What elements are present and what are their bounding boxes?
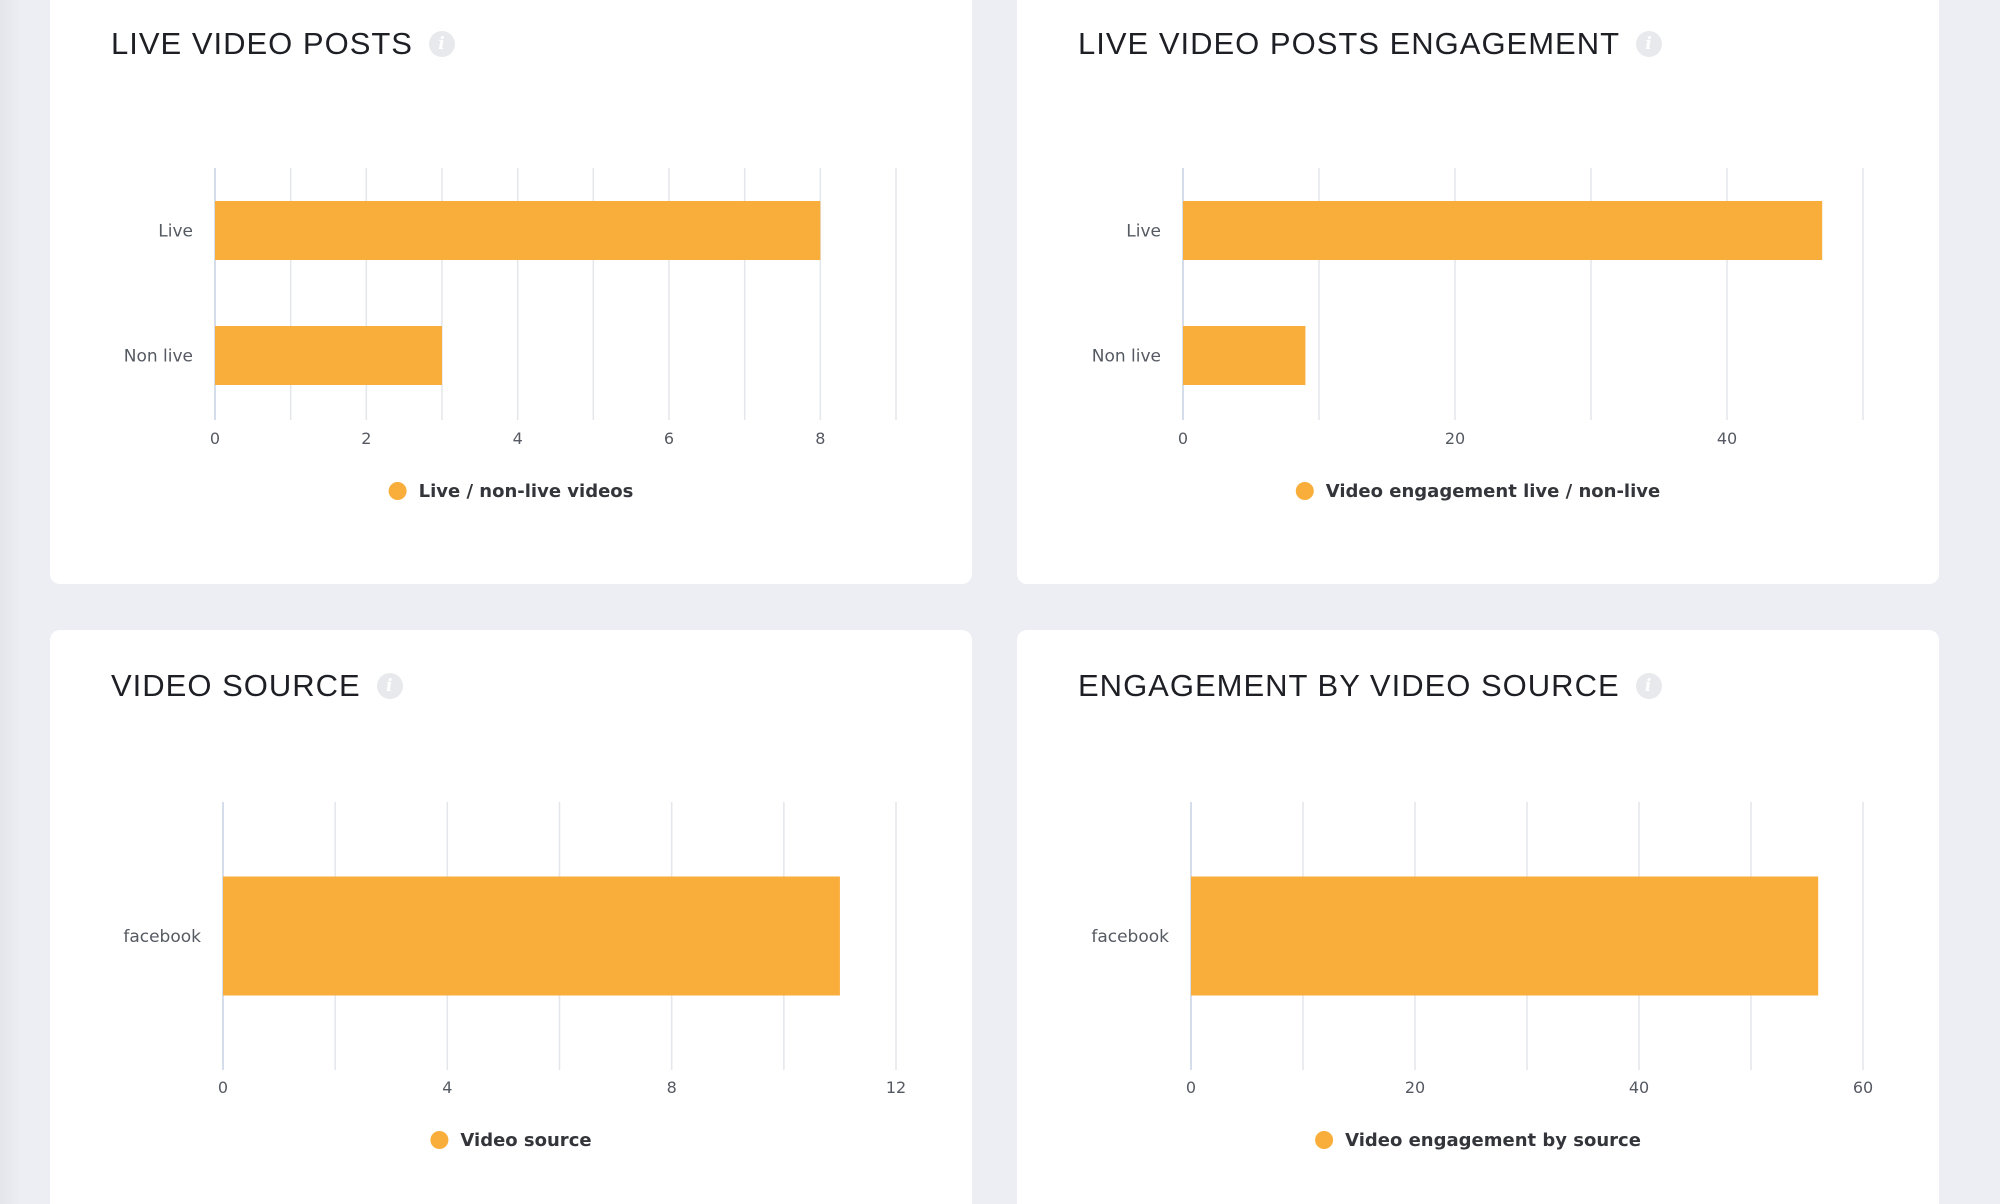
bar xyxy=(1191,876,1819,996)
category-label: facebook xyxy=(123,927,201,947)
legend: Live / non-live videos xyxy=(388,481,634,502)
x-tick-label: 0 xyxy=(210,429,220,448)
x-tick-label: 20 xyxy=(1405,1078,1425,1097)
legend-label: Video engagement by source xyxy=(1345,1130,1641,1151)
bar xyxy=(1183,326,1306,385)
x-tick-label: 4 xyxy=(513,429,523,448)
x-tick-label: 12 xyxy=(886,1078,906,1097)
bar xyxy=(223,876,840,996)
bar-chart: Live Non live 0 20 40 Video engagement live /… xyxy=(1092,168,1864,502)
card-title: VIDEO SOURCE i xyxy=(111,668,403,704)
page-edge xyxy=(0,0,20,1204)
category-label: Live xyxy=(1126,222,1161,242)
category-label: Live xyxy=(158,222,193,242)
x-tick-label: 0 xyxy=(1186,1078,1196,1097)
bar-chart: Live Non live 0 2 4 6 8 Live / non-live videos xyxy=(124,168,897,502)
info-icon[interactable]: i xyxy=(1636,31,1663,57)
bar xyxy=(1183,201,1823,260)
bar xyxy=(215,201,821,260)
legend-label: Video engagement live / non-live xyxy=(1326,481,1660,502)
legend-swatch xyxy=(1295,482,1314,500)
card-title: LIVE VIDEO POSTS i xyxy=(111,26,455,62)
category-label: facebook xyxy=(1091,927,1169,947)
bar-chart: facebook 0 20 40 60 Video engagement by sourc… xyxy=(1091,802,1873,1151)
category-label: Non live xyxy=(1092,347,1161,367)
x-tick-label: 40 xyxy=(1717,429,1737,448)
bar xyxy=(215,326,442,385)
card-title-text: LIVE VIDEO POSTS xyxy=(111,26,413,61)
x-tick-label: 40 xyxy=(1629,1078,1649,1097)
card-video-source: VIDEO SOURCE i facebook 0 4 8 12 Video source xyxy=(50,630,972,1204)
card-live-video-posts-engagement: LIVE VIDEO POSTS ENGAGEMENT i Live Non li… xyxy=(1017,0,1939,584)
x-tick-label: 60 xyxy=(1853,1078,1873,1097)
card-title-text: ENGAGEMENT BY VIDEO SOURCE xyxy=(1078,668,1620,703)
card-title-text: LIVE VIDEO POSTS ENGAGEMENT xyxy=(1078,26,1621,61)
info-icon[interactable]: i xyxy=(428,31,455,57)
card-live-video-posts: LIVE VIDEO POSTS i Live Non live 0 2 4 6 8 Live… xyxy=(50,0,972,584)
x-tick-label: 6 xyxy=(664,429,674,448)
info-icon[interactable]: i xyxy=(376,673,403,699)
legend: Video engagement by source xyxy=(1315,1130,1641,1151)
legend-label: Video source xyxy=(460,1130,591,1151)
category-label: Non live xyxy=(124,347,193,367)
legend-swatch xyxy=(430,1131,449,1149)
card-title: ENGAGEMENT BY VIDEO SOURCE i xyxy=(1078,668,1662,704)
x-tick-label: 2 xyxy=(361,429,371,448)
bar-chart: facebook 0 4 8 12 Video source xyxy=(123,802,906,1151)
legend: Video engagement live / non-live xyxy=(1295,481,1660,502)
card-engagement-by-video-source: ENGAGEMENT BY VIDEO SOURCE i facebook 0 20… xyxy=(1017,630,1939,1204)
x-tick-label: 4 xyxy=(442,1078,452,1097)
x-tick-label: 8 xyxy=(815,429,825,448)
x-tick-label: 8 xyxy=(667,1078,677,1097)
x-tick-label: 20 xyxy=(1445,429,1465,448)
info-icon[interactable]: i xyxy=(1635,673,1662,699)
legend-label: Live / non-live videos xyxy=(419,481,634,502)
card-title-text: VIDEO SOURCE xyxy=(111,668,361,703)
card-title: LIVE VIDEO POSTS ENGAGEMENT i xyxy=(1078,26,1663,62)
x-tick-label: 0 xyxy=(1178,429,1188,448)
legend-swatch xyxy=(1315,1131,1334,1149)
x-tick-label: 0 xyxy=(218,1078,228,1097)
legend-swatch xyxy=(388,482,407,500)
legend: Video source xyxy=(430,1130,592,1151)
